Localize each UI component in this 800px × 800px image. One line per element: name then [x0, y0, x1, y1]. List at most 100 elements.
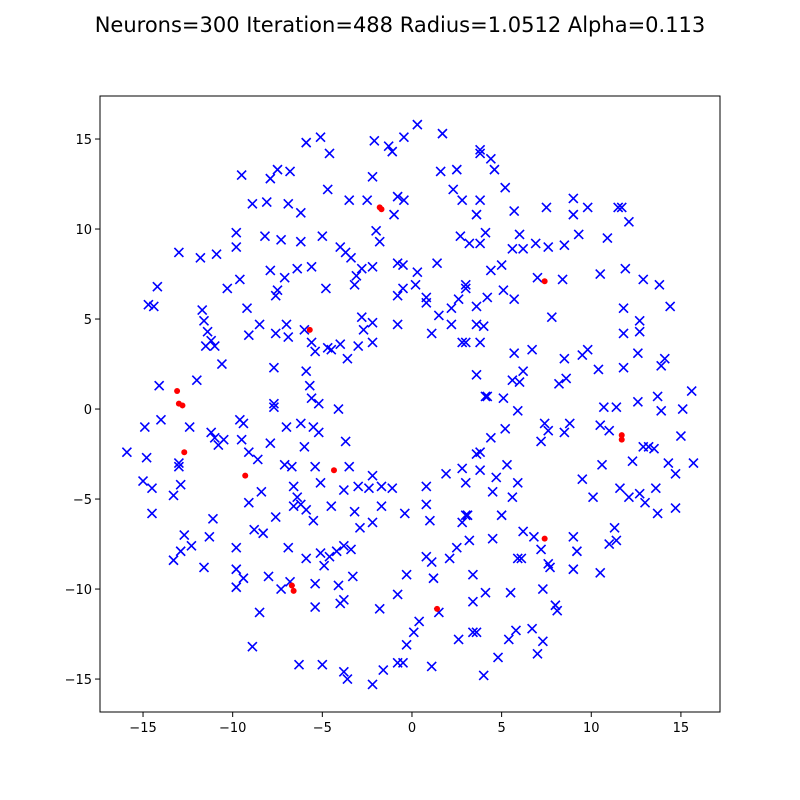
x-marker: [367, 317, 378, 328]
x-marker: [401, 639, 412, 650]
x-marker: [310, 601, 321, 613]
x-marker: [146, 508, 158, 519]
x-marker: [143, 299, 154, 310]
x-marker: [202, 326, 213, 337]
x-marker: [503, 634, 514, 645]
x-marker: [609, 522, 620, 533]
x-marker: [270, 511, 281, 523]
x-marker: [288, 481, 299, 492]
x-marker: [268, 402, 279, 413]
dot-marker: [181, 449, 188, 456]
x-marker: [648, 443, 660, 454]
x-marker: [310, 578, 321, 589]
dot-marker: [541, 535, 548, 542]
x-marker: [331, 546, 342, 557]
x-marker: [344, 461, 355, 472]
x-marker: [638, 274, 649, 285]
x-marker: [618, 328, 629, 339]
x-marker: [546, 312, 557, 323]
x-marker: [286, 461, 297, 472]
x-marker: [401, 569, 412, 580]
x-marker: [234, 274, 245, 285]
x-marker: [451, 542, 462, 553]
x-marker: [582, 202, 593, 213]
x-marker: [550, 600, 561, 611]
x-marker: [333, 403, 344, 415]
y-tick-label: 0: [84, 403, 92, 418]
x-marker: [471, 627, 482, 638]
x-marker: [338, 594, 349, 605]
x-marker: [349, 506, 360, 517]
x-marker: [634, 315, 645, 326]
x-marker: [320, 283, 331, 294]
x-marker: [623, 492, 634, 503]
x-marker: [595, 567, 606, 578]
x-marker: [367, 337, 378, 348]
x-marker: [435, 166, 446, 177]
x-marker: [663, 457, 674, 469]
x-marker: [498, 393, 509, 404]
x-marker: [254, 607, 265, 618]
x-marker: [643, 441, 654, 452]
x-marker: [317, 231, 328, 242]
y-tick-label: 15: [75, 133, 92, 148]
x-marker: [571, 546, 582, 557]
dot-marker: [618, 436, 625, 443]
x-marker: [471, 448, 482, 460]
x-marker: [204, 531, 215, 542]
x-marker: [342, 673, 353, 685]
x-marker: [338, 484, 349, 496]
x-marker: [604, 538, 615, 550]
x-marker: [137, 475, 149, 487]
x-marker: [310, 346, 321, 357]
x-marker: [369, 135, 380, 146]
x-marker: [387, 146, 398, 157]
x-marker: [616, 202, 627, 213]
x-marker: [374, 236, 385, 247]
x-marker: [270, 290, 281, 301]
x-marker: [440, 468, 452, 479]
x-marker: [315, 547, 326, 559]
x-marker: [155, 414, 167, 425]
x-marker: [426, 661, 437, 672]
x-marker: [650, 483, 661, 494]
x-marker: [408, 627, 419, 638]
x-marker: [457, 517, 468, 528]
x-marker: [446, 319, 457, 330]
x-marker: [141, 452, 152, 463]
x-marker: [492, 652, 504, 663]
x-marker: [421, 551, 432, 562]
x-marker: [677, 403, 688, 415]
x-marker: [263, 571, 274, 582]
x-marker: [573, 229, 584, 240]
x-marker: [243, 330, 254, 341]
x-marker: [367, 171, 378, 182]
x-marker: [276, 234, 287, 245]
x-marker: [392, 657, 403, 668]
x-marker: [376, 481, 387, 492]
dot-marker: [288, 582, 295, 589]
x-marker: [371, 225, 382, 236]
x-marker: [500, 182, 511, 193]
x-marker: [335, 339, 346, 350]
x-marker: [421, 481, 432, 492]
x-marker: [471, 301, 482, 312]
x-marker: [618, 362, 629, 373]
x-tick-label: −10: [219, 721, 246, 736]
x-marker: [397, 283, 409, 294]
x-marker: [231, 542, 242, 553]
x-marker: [236, 434, 247, 445]
y-tick-label: 10: [75, 223, 92, 238]
x-marker: [383, 141, 394, 152]
dot-marker: [378, 206, 385, 213]
x-marker: [467, 596, 478, 607]
x-marker: [487, 486, 498, 497]
x-marker: [268, 362, 279, 373]
x-tick-label: −15: [129, 721, 156, 736]
x-marker: [231, 582, 242, 593]
x-marker: [184, 421, 195, 433]
x-marker: [301, 137, 312, 148]
x-marker: [306, 261, 317, 272]
x-marker: [428, 573, 439, 584]
x-marker: [254, 319, 265, 330]
